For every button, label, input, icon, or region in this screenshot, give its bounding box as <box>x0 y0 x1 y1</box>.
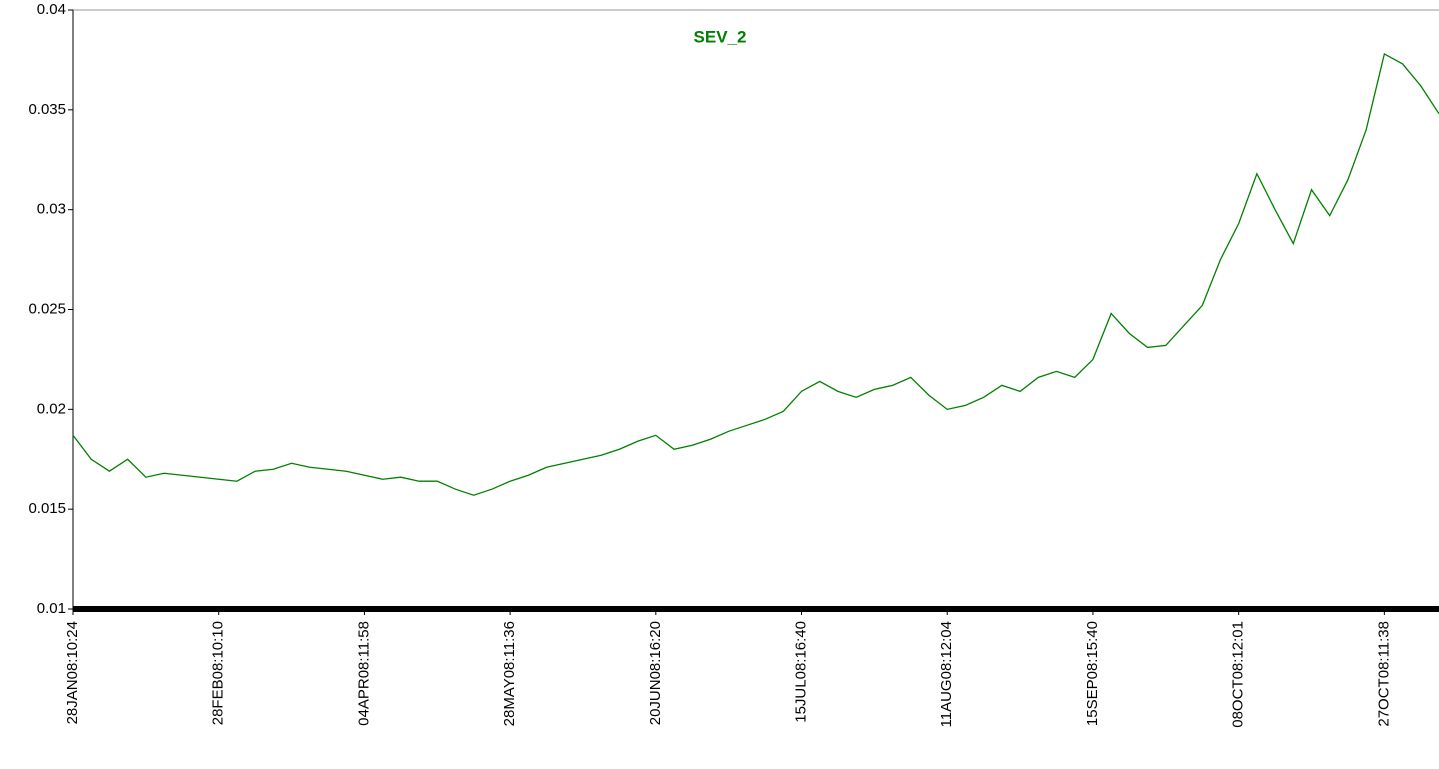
y-tick-label: 0.03 <box>37 201 66 218</box>
x-tick-label: 28MAY08:11:36 <box>501 621 518 726</box>
x-tick-label: 15JUL08:16:40 <box>793 621 810 723</box>
y-tick-label: 0.035 <box>28 101 66 118</box>
x-tick-label: 20JUN08:16:20 <box>647 621 664 725</box>
data-line <box>72 52 1439 496</box>
chart-title: SEV_2 <box>694 27 747 46</box>
x-tick-label: 28FEB08:10:10 <box>210 621 227 725</box>
x-tick-label: 08OCT08:12:01 <box>1230 621 1247 728</box>
y-tick-label: 0.01 <box>37 600 66 617</box>
y-tick-label: 0.025 <box>28 300 66 317</box>
x-tick-label: 15SEP08:15:40 <box>1084 621 1101 726</box>
y-tick-label: 0.015 <box>28 500 66 517</box>
x-tick-label: 27OCT08:11:38 <box>1375 621 1392 727</box>
y-tick-label: 0.04 <box>37 1 66 18</box>
x-tick-label: 04APR08:11:58 <box>355 621 372 726</box>
x-tick-label: 28JAN08:10:24 <box>64 621 81 724</box>
y-tick-label: 0.02 <box>37 400 66 417</box>
x-tick-label: 11AUG08:12:04 <box>938 621 955 727</box>
